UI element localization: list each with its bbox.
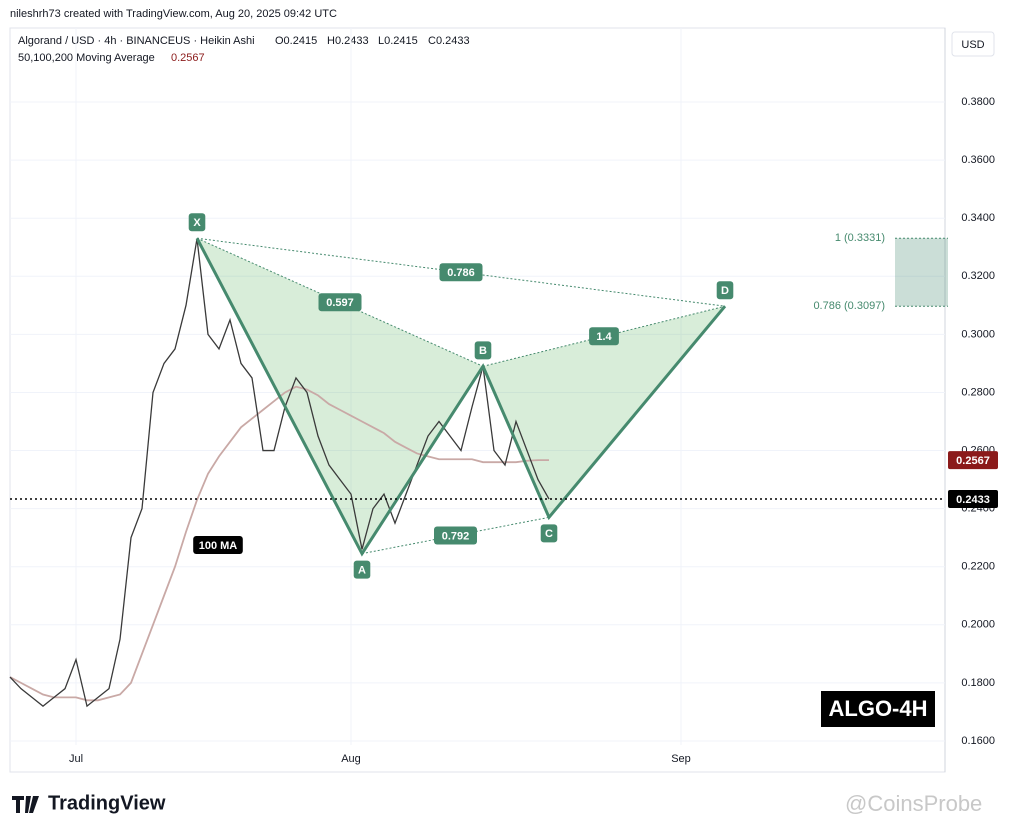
ratio-label: 1.4 [596,331,612,343]
ratio-label-group: 0.597 [318,293,362,312]
ratio-label: 0.786 [447,267,475,279]
pattern-point-label-group: D [716,281,734,300]
y-tick-label: 0.3800 [961,96,995,108]
y-tick-label: 0.2800 [961,386,995,398]
credit: nileshrh73 created with TradingView.com,… [10,8,337,20]
pattern-point-label: X [193,217,201,229]
ma-price-tag-box [948,451,998,470]
pattern-point-label-box [353,560,371,579]
target-upper-label: 1 (0.3331) [835,232,885,244]
logo-text: TradingView [48,792,166,814]
plot-frame [9,27,946,773]
y-tick-label: 0.3400 [961,212,995,224]
pattern-fill-bcd [483,306,725,518]
currency-box[interactable] [951,31,995,57]
pattern-point-label-box [716,281,734,300]
indicator: 50,100,200 Moving Average [18,52,155,64]
ma-price-tag: 0.2567 [956,455,990,467]
price-line [9,238,550,708]
logo: TradingView [12,792,166,814]
ratio-label-box [318,293,362,312]
ratio-label-group: 0.792 [434,526,477,545]
ma-label-box [193,536,243,554]
watermark: @CoinsProbe [845,791,982,816]
logo-icon [12,796,39,813]
target-zone [895,238,948,307]
ohlc-open: O0.2415 [275,35,317,47]
y-tick-label: 0.2200 [961,561,995,573]
ma-label-group: 100 MA [193,536,243,554]
pattern-legs [195,237,727,557]
symbol: Algorand / USD · 4h · BINANCEUS · Heikin… [18,35,255,47]
symbol-badge-box [821,691,935,727]
ohlc-low: L0.2415 [378,35,418,47]
ratio-label-box [589,327,619,346]
y-tick-label: 0.1800 [961,677,995,689]
ohlc-high: H0.2433 [327,35,369,47]
pattern-point-label-group: A [353,560,371,579]
pattern-point-label: C [545,528,553,540]
y-tick-label: 0.3200 [961,270,995,282]
last-price-tag-box [948,490,998,509]
pattern-point-label-box [474,341,492,360]
x-tick-label: Aug [341,753,361,765]
x-tick-label: Jul [69,753,83,765]
target-lower-label: 0.786 (0.3097) [813,300,885,312]
last-price-tag: 0.2433 [956,494,990,506]
pattern-point-label-group: C [540,524,558,543]
ratio-label: 0.597 [326,297,354,309]
pattern-point-label-box [188,213,206,232]
symbol-badge: ALGO-4H [829,696,928,721]
ma-label: 100 MA [199,540,238,552]
pattern-point-label-group: X [188,213,206,232]
x-tick-label: Sep [671,753,691,765]
pattern-point-label: A [358,565,366,577]
ratio-label-box [439,263,483,282]
ratio-label-group: 1.4 [589,327,619,346]
ratio-connector [196,237,726,307]
y-tick-label: 0.1600 [961,735,995,747]
ratio-label-group: 0.786 [439,263,483,282]
ratio-label: 0.792 [442,530,470,542]
y-tick-label: 0.2000 [961,619,995,631]
pattern-point-label-box [540,524,558,543]
pattern-point-label: D [721,285,729,297]
pattern-point-label-group: B [474,341,492,360]
y-tick-label: 0.3000 [961,328,995,340]
y-tick-label: 0.3600 [961,154,995,166]
ratio-label-box [434,526,477,545]
ohlc-close: C0.2433 [428,35,470,47]
currency[interactable]: USD [961,39,984,51]
indicator-value: 0.2567 [171,52,205,64]
pattern-point-label: B [479,345,487,357]
